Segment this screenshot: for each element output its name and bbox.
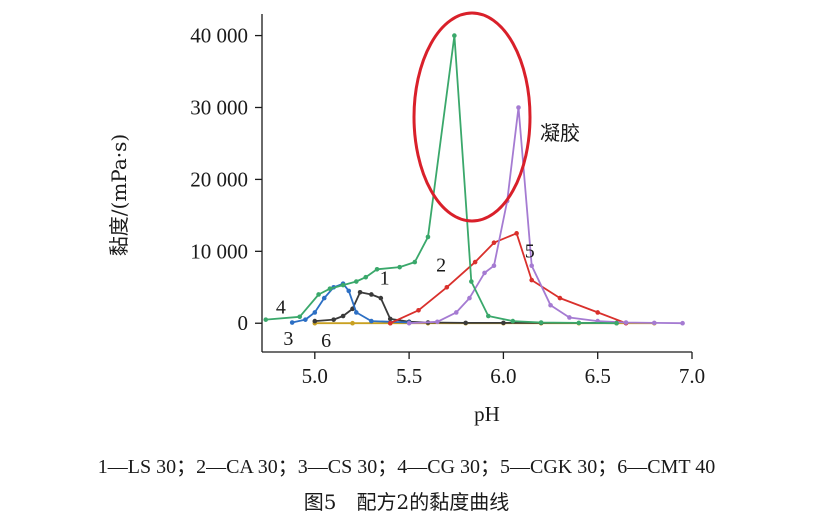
data-point — [467, 295, 472, 301]
data-point — [289, 320, 295, 325]
series-line — [389, 232, 627, 325]
ticks: 0 10 000 20 000 30 000 40 000 5.0 5.5 6.0 6.5 7.0 — [190, 24, 705, 388]
labels: pH 黏度/(mPa·s) 凝胶 1 2 3 4 5 6 — [107, 11, 580, 426]
series-line — [292, 282, 410, 324]
data-point — [357, 290, 363, 295]
series-3 — [289, 281, 412, 325]
data-point — [353, 310, 359, 315]
figure-caption: 图5 配方2的黏度曲线 — [303, 490, 510, 514]
data-point — [529, 277, 534, 283]
data-point — [516, 105, 521, 110]
data-point — [514, 231, 519, 236]
x-tick-label: 5.0 — [302, 364, 328, 388]
data-point — [312, 318, 318, 324]
data-point — [321, 295, 327, 301]
data-point — [486, 313, 491, 319]
series-legend: 1—LS 30；2—CA 30；3—CS 30；4—CG 30；5—CGK 30… — [97, 456, 716, 478]
data-point — [452, 33, 457, 38]
series-line — [265, 34, 617, 325]
data-point — [350, 320, 355, 326]
series-1 — [312, 290, 619, 326]
data-point — [387, 320, 393, 326]
data-point — [378, 295, 384, 301]
series-4 — [263, 33, 619, 326]
y-tick-label: 20 000 — [190, 167, 248, 191]
data-point — [567, 315, 572, 320]
data-point — [397, 264, 402, 270]
gel-annotation: 凝胶 — [540, 121, 580, 145]
data-point — [548, 302, 553, 308]
data-point — [472, 259, 478, 265]
data-point — [369, 292, 374, 297]
x-axis-title: pH — [474, 402, 500, 426]
data-point — [374, 266, 380, 272]
viscosity-chart: 0 10 000 20 000 30 000 40 000 5.0 5.5 6.0 6.5 7.0… — [107, 11, 705, 426]
data-point — [312, 310, 318, 315]
series-label-6: 6 — [321, 330, 331, 352]
data-point — [406, 320, 412, 326]
data-point — [416, 307, 421, 313]
y-tick-label: 40 000 — [190, 24, 248, 48]
x-tick-label: 6.5 — [585, 364, 611, 388]
data-point — [614, 320, 619, 326]
data-point — [297, 314, 303, 320]
data-point — [529, 263, 534, 269]
series-label-2: 2 — [436, 255, 446, 277]
axes — [261, 14, 692, 353]
data-point — [538, 320, 544, 325]
y-tick-label: 10 000 — [190, 239, 248, 263]
data-point — [680, 320, 685, 326]
data-point — [425, 234, 431, 240]
data-point — [491, 263, 497, 269]
x-tick-label: 6.0 — [490, 364, 516, 388]
data-point — [316, 292, 321, 297]
series-label-4: 4 — [276, 296, 286, 318]
data-point — [353, 279, 359, 284]
data-point — [303, 317, 308, 322]
data-point — [363, 274, 369, 280]
data-point — [463, 320, 468, 326]
data-point — [340, 313, 346, 319]
data-point — [412, 259, 418, 265]
data-point — [263, 317, 269, 322]
data-point — [469, 279, 474, 284]
data-point — [501, 320, 506, 326]
x-tick-label: 7.0 — [679, 364, 705, 388]
data-point — [557, 295, 563, 301]
series-label-5: 5 — [525, 240, 535, 262]
data-point — [576, 320, 582, 326]
y-tick-label: 0 — [238, 311, 249, 335]
data-point — [369, 318, 374, 324]
data-point — [346, 288, 352, 294]
data-point — [491, 240, 497, 245]
data-point — [327, 286, 333, 292]
data-point — [387, 316, 393, 322]
data-point — [435, 319, 440, 325]
data-point — [453, 310, 459, 315]
data-point — [331, 317, 336, 322]
y-tick-label: 30 000 — [190, 95, 248, 119]
series-label-3: 3 — [283, 328, 293, 350]
data-point — [510, 318, 516, 324]
data-point — [595, 310, 601, 315]
data-point — [444, 284, 450, 290]
data-point — [482, 270, 487, 276]
data-point — [340, 282, 346, 288]
series-layer — [263, 33, 685, 326]
gel-highlight-ellipse — [412, 11, 532, 223]
x-tick-label: 5.5 — [396, 364, 422, 388]
data-point — [350, 306, 355, 312]
data-point — [651, 320, 657, 326]
data-point — [623, 320, 629, 325]
series-label-1: 1 — [380, 268, 390, 290]
y-axis-title: 黏度/(mPa·s) — [107, 134, 131, 256]
